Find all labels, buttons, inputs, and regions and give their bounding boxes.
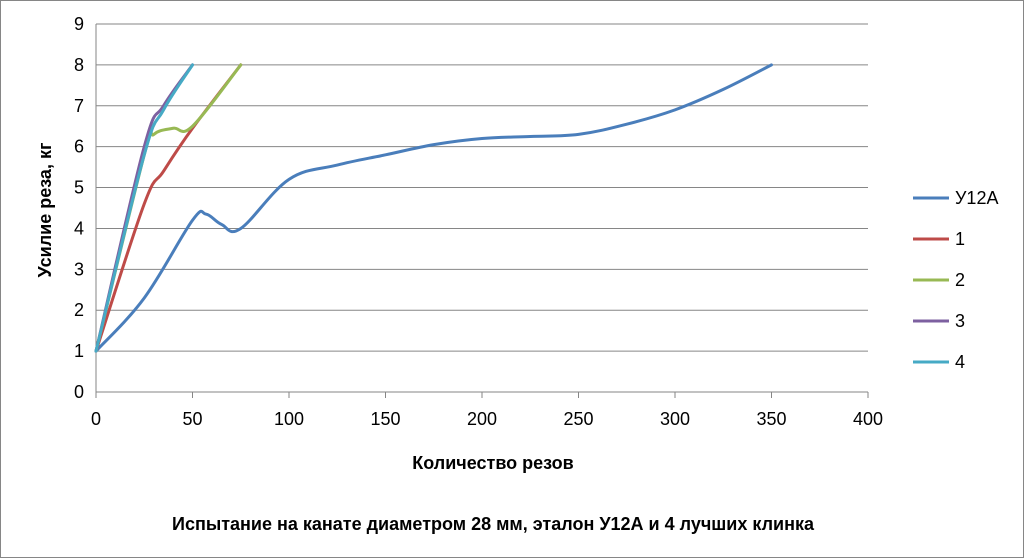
- series-line-4: [94, 63, 194, 353]
- x-tick-label: 0: [91, 409, 101, 429]
- y-tick-label: 9: [74, 14, 84, 34]
- legend: У12А 1 2 3 4: [913, 188, 998, 372]
- y-tick-label: 1: [74, 341, 84, 361]
- series-line-0: [94, 63, 773, 353]
- y-tick-label: 7: [74, 96, 84, 116]
- y-axis-title: Усилие реза, кг: [35, 142, 55, 277]
- grid: [96, 23, 868, 352]
- tick-labels: 0 1 2 3 4 5 6 7 8 9 0 50 100 150 200 250 300 350 400: [74, 14, 883, 429]
- series-line-2: [94, 63, 243, 353]
- x-tick-label: 200: [467, 409, 497, 429]
- axes: [95, 24, 869, 398]
- legend-label: 3: [955, 311, 965, 331]
- legend-label: 2: [955, 270, 965, 290]
- x-tick-label: 50: [182, 409, 202, 429]
- legend-label: 4: [955, 352, 965, 372]
- y-tick-label: 3: [74, 259, 84, 279]
- x-tick-label: 300: [660, 409, 690, 429]
- y-tick-label: 4: [74, 218, 84, 238]
- y-tick-label: 6: [74, 137, 84, 157]
- x-tick-label: 350: [756, 409, 786, 429]
- series-line-1: [94, 63, 243, 353]
- legend-label: У12А: [955, 188, 998, 208]
- y-tick-label: 2: [74, 300, 84, 320]
- x-tick-label: 250: [563, 409, 593, 429]
- x-tick-label: 400: [853, 409, 883, 429]
- y-tick-label: 5: [74, 178, 84, 198]
- series: [94, 63, 773, 353]
- x-axis-title: Количество резов: [412, 453, 573, 473]
- legend-label: 1: [955, 229, 965, 249]
- x-tick-label: 100: [274, 409, 304, 429]
- chart-title: Испытание на канате диаметром 28 мм, эта…: [172, 514, 815, 534]
- x-tick-label: 150: [370, 409, 400, 429]
- y-tick-label: 8: [74, 55, 84, 75]
- y-tick-label: 0: [74, 382, 84, 402]
